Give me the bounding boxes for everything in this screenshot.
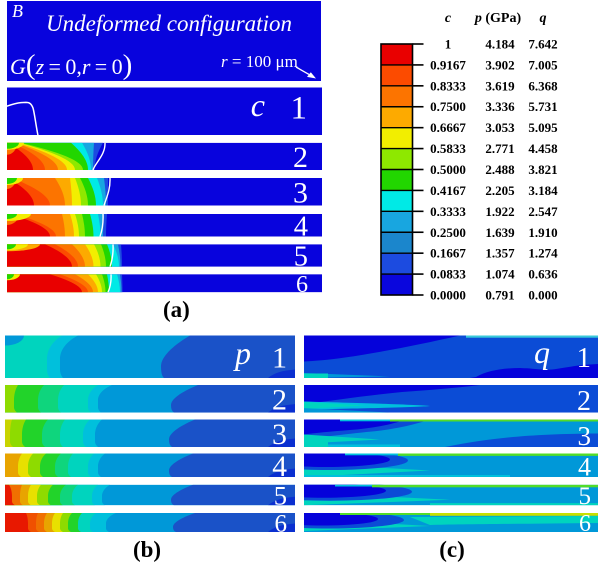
svg-text:7.005: 7.005 <box>528 57 558 72</box>
svg-text:0.8333: 0.8333 <box>430 78 466 93</box>
svg-text:1.639: 1.639 <box>485 225 515 240</box>
svg-text:0.7500: 0.7500 <box>430 99 466 114</box>
svg-text:2.771: 2.771 <box>485 141 514 156</box>
svg-text:q: q <box>534 334 550 370</box>
svg-text:2: 2 <box>577 386 591 417</box>
svg-text:7.642: 7.642 <box>528 37 557 52</box>
svg-text:G(z = 0,r = 0): G(z = 0,r = 0) <box>10 49 132 81</box>
svg-text:0.791: 0.791 <box>485 288 514 303</box>
svg-text:3: 3 <box>578 421 592 451</box>
svg-text:2: 2 <box>272 384 287 417</box>
svg-text:(a): (a) <box>163 297 190 322</box>
svg-text:2.205: 2.205 <box>485 183 515 198</box>
svg-text:5: 5 <box>294 242 308 273</box>
svg-text:3.336: 3.336 <box>485 99 515 114</box>
svg-text:5.731: 5.731 <box>528 99 557 114</box>
svg-text:6: 6 <box>275 511 288 538</box>
svg-text:0.0000: 0.0000 <box>430 288 466 303</box>
svg-text:3.902: 3.902 <box>485 57 514 72</box>
svg-text:0.9167: 0.9167 <box>430 57 466 72</box>
svg-text:c: c <box>445 11 452 26</box>
svg-text:3: 3 <box>272 418 287 451</box>
svg-text:1: 1 <box>577 342 592 374</box>
svg-text:2: 2 <box>293 141 308 174</box>
svg-text:0.000: 0.000 <box>528 288 557 303</box>
svg-text:5: 5 <box>274 481 287 511</box>
svg-text:0.4167: 0.4167 <box>430 183 466 198</box>
svg-text:0.3333: 0.3333 <box>430 204 466 219</box>
svg-text:0.6667: 0.6667 <box>430 120 466 135</box>
svg-text:1: 1 <box>272 342 287 375</box>
svg-text:1: 1 <box>291 91 308 127</box>
svg-text:r = 100 μm: r = 100 μm <box>221 52 298 71</box>
svg-text:0.2500: 0.2500 <box>430 225 466 240</box>
svg-text:4.458: 4.458 <box>528 141 558 156</box>
svg-text:3.184: 3.184 <box>528 183 558 198</box>
svg-text:0.0833: 0.0833 <box>430 267 466 282</box>
svg-text:1.074: 1.074 <box>485 267 515 282</box>
svg-text:4: 4 <box>272 451 287 483</box>
svg-text:6: 6 <box>579 511 591 537</box>
svg-text:q: q <box>540 11 547 26</box>
svg-text:1.357: 1.357 <box>485 246 515 261</box>
svg-text:5.095: 5.095 <box>528 120 558 135</box>
svg-text:4.184: 4.184 <box>485 37 515 52</box>
svg-text:3.821: 3.821 <box>528 162 557 177</box>
svg-text:4: 4 <box>578 453 591 482</box>
svg-text:(c): (c) <box>439 537 465 562</box>
svg-text:1: 1 <box>445 37 452 52</box>
svg-text:0.5000: 0.5000 <box>430 162 466 177</box>
svg-text:c: c <box>251 87 265 123</box>
svg-text:B: B <box>12 1 23 21</box>
svg-text:6: 6 <box>296 272 308 298</box>
svg-text:3: 3 <box>293 177 308 210</box>
svg-text:2.547: 2.547 <box>528 204 558 219</box>
svg-text:p: p <box>233 335 251 371</box>
svg-text:1.922: 1.922 <box>485 204 514 219</box>
svg-text:0.1667: 0.1667 <box>430 246 466 261</box>
svg-text:4: 4 <box>294 212 308 243</box>
svg-text:3.053: 3.053 <box>485 120 515 135</box>
svg-text:5: 5 <box>579 483 592 510</box>
svg-text:(b): (b) <box>133 537 161 562</box>
svg-text:0.636: 0.636 <box>528 267 558 282</box>
svg-text:2.488: 2.488 <box>485 162 515 177</box>
svg-text:p (GPa): p (GPa) <box>474 11 522 26</box>
svg-text:Undeformed configuration: Undeformed configuration <box>46 11 292 36</box>
svg-text:6.368: 6.368 <box>528 78 558 93</box>
svg-text:0.5833: 0.5833 <box>430 141 466 156</box>
svg-text:3.619: 3.619 <box>485 78 515 93</box>
svg-text:1.910: 1.910 <box>528 225 557 240</box>
svg-text:1.274: 1.274 <box>528 246 558 261</box>
